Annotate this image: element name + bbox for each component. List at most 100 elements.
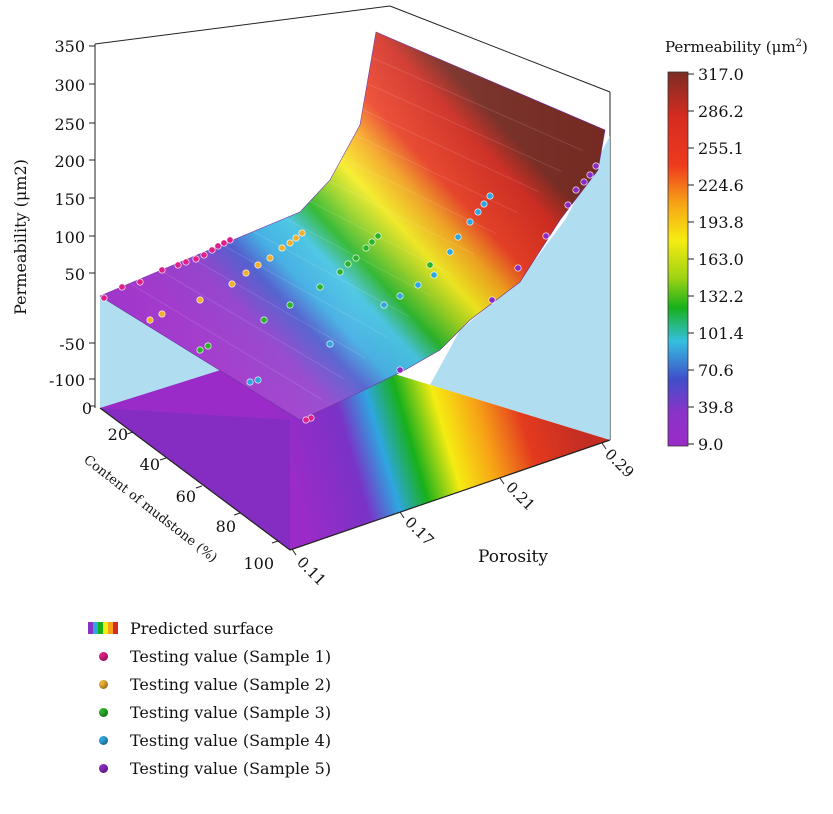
testing-point: [564, 201, 572, 209]
axis-line-back-top: [94, 5, 391, 45]
testing-point: [344, 260, 352, 268]
testing-point: [260, 316, 268, 324]
testing-point: [586, 171, 594, 179]
axis-line-back-top-right: [389, 5, 611, 93]
testing-point: [474, 208, 482, 216]
testing-point: [446, 248, 454, 256]
legend-item-sample-2: Testing value (Sample 2): [88, 670, 548, 698]
z-axis-label: Permeability (μm2): [11, 159, 30, 315]
testing-point: [266, 254, 274, 262]
testing-point: [174, 261, 182, 269]
legend-label: Testing value (Sample 2): [130, 674, 332, 694]
testing-point: [136, 278, 144, 286]
x-tick-label: 80: [216, 517, 236, 536]
z-tick-label: 0: [82, 399, 92, 418]
testing-point: [480, 200, 488, 208]
y-tick-label: 0.17: [401, 513, 437, 549]
testing-point: [430, 271, 438, 279]
testing-point: [146, 316, 154, 324]
legend-item-sample-5: Testing value (Sample 5): [88, 754, 548, 782]
testing-point: [278, 244, 286, 252]
y-axis-label: Porosity: [478, 547, 548, 567]
testing-point: [246, 378, 254, 386]
testing-point: [542, 232, 550, 240]
colorbar-gradient: [667, 71, 689, 447]
testing-point: [426, 261, 434, 269]
colorbar-tick-label: 163.0: [698, 250, 744, 269]
surface-mesh-line: [218, 182, 431, 297]
marker-dot-icon: [98, 707, 108, 717]
surface-grid-lines: [119, 50, 584, 400]
testing-point: [118, 283, 126, 291]
y-axis: 0.11 0.17 0.21 0.29 Porosity: [291, 442, 638, 589]
y-tick-label: 0.11: [293, 553, 329, 589]
testing-point: [486, 192, 494, 200]
testing-point: [466, 218, 474, 226]
surface-mesh-line: [277, 125, 497, 235]
marker-dot-icon: [98, 679, 108, 689]
surface-mesh-line: [296, 106, 519, 214]
colorbar-tick-label: 255.1: [698, 139, 744, 158]
surface-mesh-line: [237, 163, 453, 276]
marker-dot-icon: [98, 735, 108, 745]
testing-point: [396, 292, 404, 300]
y-tick-mark: [291, 548, 297, 556]
testing-point: [374, 232, 382, 240]
testing-point: [254, 261, 262, 269]
testing-point: [326, 340, 334, 348]
colorbar-tick-label: 317.0: [698, 65, 744, 84]
testing-point: [254, 376, 262, 384]
colorbar-tick-label: 286.2: [698, 102, 744, 121]
testing-point: [214, 242, 222, 250]
testing-point: [196, 296, 204, 304]
testing-point: [396, 366, 404, 374]
legend-item-sample-3: Testing value (Sample 3): [88, 698, 548, 726]
testing-point: [242, 269, 250, 277]
colorbar-tick-label: 132.2: [698, 287, 744, 306]
testing-point: [572, 186, 580, 194]
x-tick-mark: [271, 540, 279, 544]
x-tick-mark: [233, 512, 241, 516]
testing-point: [362, 244, 370, 252]
surface-sheen: [100, 32, 605, 420]
legend-label: Testing value (Sample 5): [130, 758, 332, 778]
z-tick-label: 300: [54, 76, 85, 95]
legend-label: Testing value (Sample 4): [130, 730, 332, 750]
y-tick-mark: [499, 477, 505, 485]
testing-point: [368, 238, 376, 246]
z-tick-label: 150: [54, 190, 85, 209]
legend-item-sample-1: Testing value (Sample 1): [88, 642, 548, 670]
z-tick-label: 350: [54, 37, 85, 56]
testing-point: [226, 236, 234, 244]
y-tick-mark: [601, 442, 607, 450]
colorbar-tick-label: 224.6: [698, 176, 744, 195]
x-axis-line: [99, 407, 291, 551]
testing-point: [336, 268, 344, 276]
legend-label: Testing value (Sample 3): [130, 702, 332, 722]
z-tick-label: 200: [54, 152, 85, 171]
testing-point: [292, 234, 300, 242]
surface-mesh-line: [119, 276, 323, 400]
marker-dot-icon: [98, 651, 108, 661]
surface-mesh-line: [257, 144, 475, 255]
testing-markers: [100, 162, 600, 424]
testing-point: [100, 294, 108, 302]
legend-label: Testing value (Sample 1): [130, 646, 332, 666]
x-tick-label: 60: [176, 487, 196, 506]
y-tick-label: 0.29: [601, 445, 637, 481]
testing-point: [208, 246, 216, 254]
y-tick-mark: [399, 511, 405, 519]
surface-mesh-line: [356, 50, 584, 152]
x-tick-label: 40: [140, 455, 160, 474]
testing-point: [454, 233, 462, 241]
z-tick-label: 100: [54, 228, 85, 247]
testing-point: [414, 281, 422, 289]
colorbar-tick-label: 70.6: [698, 361, 734, 380]
y-tick-label: 0.21: [502, 478, 538, 514]
testing-point: [380, 301, 388, 309]
legend-item-sample-4: Testing value (Sample 4): [88, 726, 548, 754]
testing-point: [192, 255, 200, 263]
testing-point: [200, 251, 208, 259]
surface-mesh-line: [336, 69, 562, 172]
